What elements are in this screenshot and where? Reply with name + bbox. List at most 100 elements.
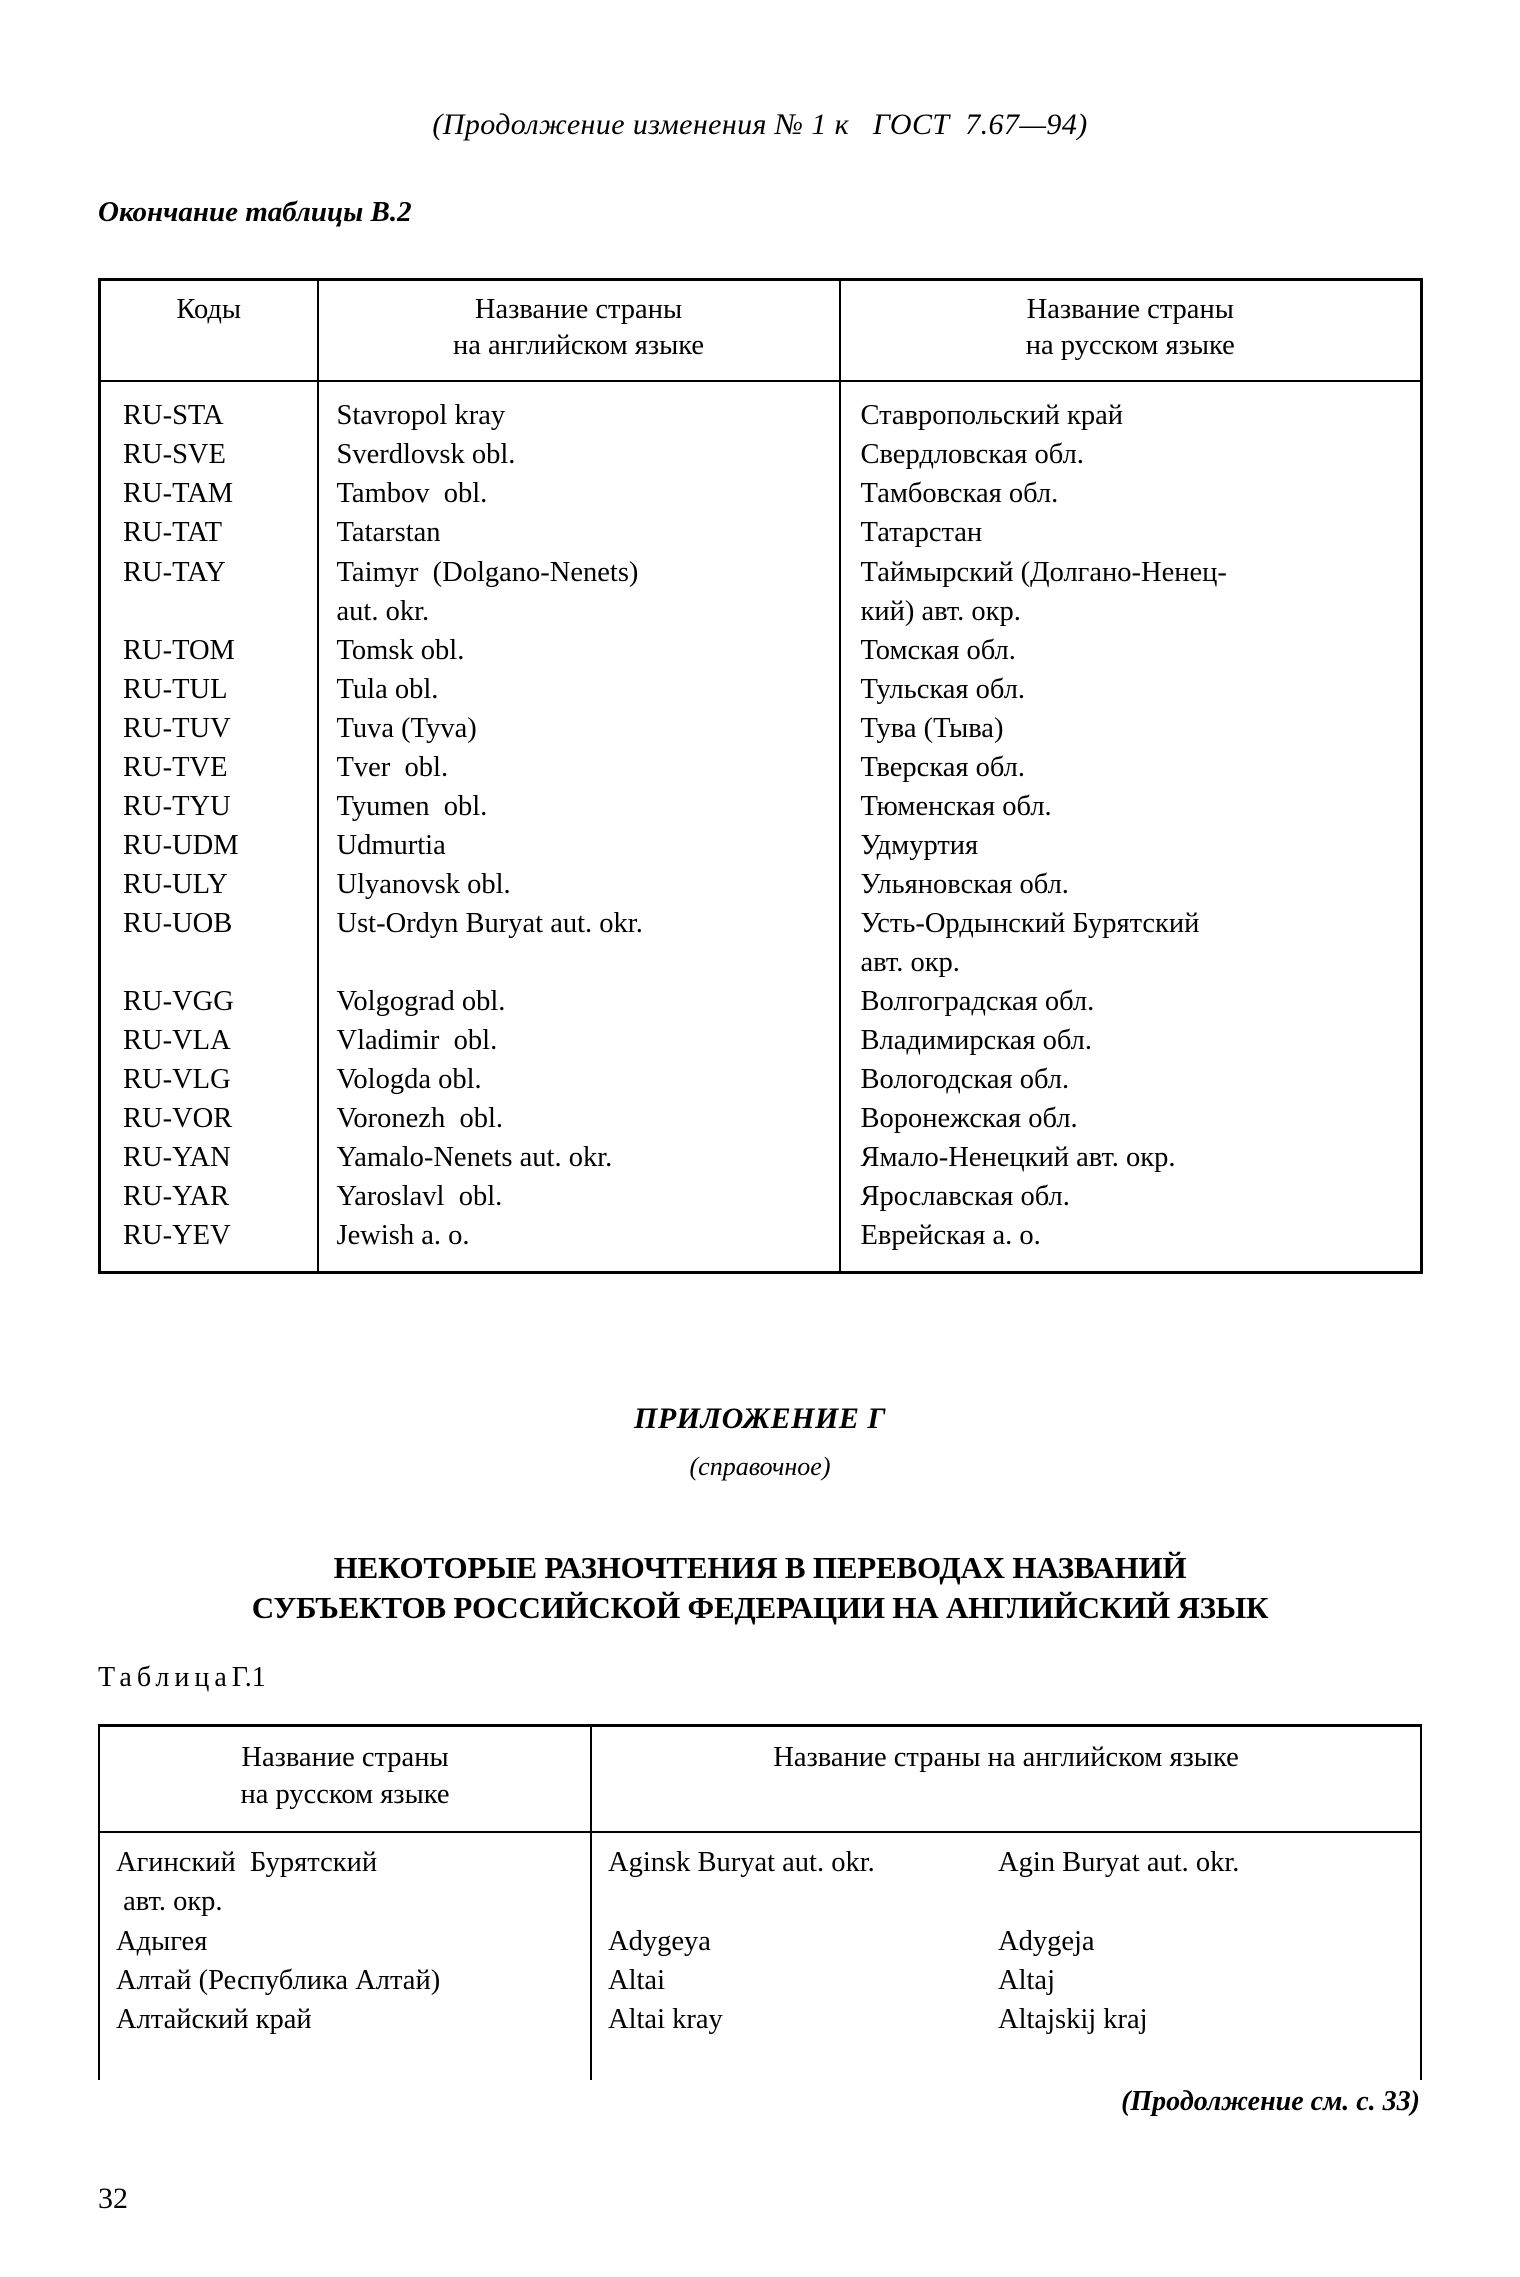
table-row: RU-TVE Tver obl. Тверская обл. — [100, 747, 1422, 787]
table-g1-header-row: Название страны на русском языке Названи… — [99, 1725, 1421, 1834]
russian-name-line: Томская обл. — [860, 634, 1016, 666]
cell-russian-name: Таймырский (Долгано-Ненец-кий) авт. окр. — [838, 552, 1422, 631]
table-spacer-row — [100, 381, 1422, 397]
cell-russian-name: Волгоградская обл. — [838, 981, 1422, 1021]
cell-code: RU-TOM — [100, 631, 318, 670]
table-row: Агинский Бурятский авт. окр. Aginsk Burya… — [99, 1843, 1421, 1922]
table-row: RU-VOR Voronezh obl. Воронежская обл. — [100, 1098, 1422, 1138]
cell-english-name: Yaroslavl obl. — [316, 1177, 840, 1217]
cell-russian-name: Татарстан — [838, 513, 1422, 553]
cell-code: RU-YAN — [100, 1138, 318, 1177]
cell-english-name: Vologda obl. — [316, 1059, 840, 1099]
russian-name-line: Волгоградская обл. — [860, 985, 1095, 1017]
cell-code: RU-TAM — [100, 474, 318, 513]
english-name-line: Voronezh obl. — [336, 1102, 504, 1134]
english-name-line: Jewish a. o. — [336, 1220, 470, 1252]
cell-english-variants: Altai Altaj — [590, 1961, 1421, 2001]
table-row: RU-ULY Ulyanovsk obl. Ульяновская обл. — [100, 864, 1422, 904]
table-g1-header-russian: Название страны на русском языке — [99, 1725, 591, 1834]
cell-code: RU-YEV — [100, 1216, 318, 1255]
cell-russian-name: Тульская обл. — [838, 669, 1422, 709]
table-b2-header-row: Коды Название страны на английском языке… — [99, 279, 1422, 383]
cell-russian-name: Агинский Бурятский авт. окр. — [99, 1843, 591, 1922]
cell-russian-name: Ярославская обл. — [838, 1177, 1422, 1217]
table-g1-body: Агинский Бурятский авт. окр. Aginsk Burya… — [99, 1832, 1421, 2080]
table-b2-header: Коды Название страны на английском языке… — [99, 279, 1422, 383]
russian-name-line: Алтай (Республика Алтай) — [116, 1965, 441, 1997]
table-spacer-cell — [590, 2039, 1421, 2080]
table-row: RU-TUV Tuva (Tyva) Тува (Тыва) — [100, 708, 1422, 748]
english-name-line: Tuva (Tyva) — [336, 712, 477, 744]
continuation-note: (Продолжение см. с. 33) — [1121, 2086, 1420, 2117]
russian-name-line: Владимирская обл. — [860, 1024, 1093, 1056]
cell-english-name: Jewish a. o. — [316, 1216, 840, 1256]
cell-russian-name: Свердловская обл. — [838, 435, 1422, 475]
code-text: RU-TAY — [123, 556, 226, 588]
russian-name-line: авт. окр. — [116, 1886, 223, 1918]
cell-code: RU-VLG — [100, 1060, 318, 1099]
header-english-line2: на английском языке — [452, 330, 705, 362]
cell-code: RU-VOR — [100, 1099, 318, 1138]
page-number: 32 — [98, 2182, 128, 2215]
code-text: RU-TYU — [123, 790, 231, 822]
code-text: RU-YAR — [123, 1181, 230, 1212]
cell-english-name: Volgograd obl. — [316, 981, 840, 1021]
russian-name-line: Вологодская обл. — [860, 1063, 1070, 1095]
english-name-line: Sverdlovsk obl. — [336, 439, 516, 471]
table-row: RU-TOM Tomsk obl. Томская обл. — [100, 630, 1422, 670]
code-text: RU-VLG — [123, 1063, 231, 1095]
english-name-line: aut. okr. — [336, 595, 430, 627]
cell-russian-name: Адыгея — [99, 1922, 591, 1961]
table-b2: Коды Название страны на английском языке… — [98, 278, 1423, 1275]
cell-russian-name: Алтай (Республика Алтай) — [99, 1961, 591, 2000]
table-g1-header: Название страны на русском языке Названи… — [99, 1725, 1421, 1834]
cell-code: RU-YAR — [100, 1177, 318, 1216]
english-variant-1: Aginsk Buryat aut. okr. — [608, 1847, 875, 1879]
code-text: RU-UDM — [123, 829, 239, 861]
table-spacer-cell — [100, 381, 318, 396]
g1-header-russian-line1: Название страны — [241, 1742, 449, 1773]
table-b2-body: RU-STA Stavropol kray Ставропольский край R… — [100, 381, 1422, 1273]
cell-code: RU-TAY. — [100, 553, 318, 631]
code-text: RU-TVE — [123, 751, 228, 783]
section-heading: НЕКОТОРЫЕ РАЗНОЧТЕНИЯ В ПЕРЕВОДАХ НАЗВАН… — [60, 1548, 1460, 1628]
cell-english-name: Tatarstan — [316, 513, 840, 553]
russian-name-line: Ярославская обл. — [860, 1181, 1070, 1212]
cell-russian-name: Владимирская обл. — [838, 1020, 1422, 1060]
cell-code: RU-UOB. — [100, 904, 318, 982]
english-name-line: Tyumen obl. — [336, 790, 488, 822]
table-row: RU-TAT Tatarstan Татарстан — [100, 513, 1422, 553]
cell-russian-name: Тверская обл. — [838, 747, 1422, 787]
english-variant-line: Adygeya Adygeja — [608, 1922, 1414, 1961]
english-name-line: Tambov obl. — [336, 478, 488, 510]
code-text: RU-TUV — [123, 712, 231, 744]
english-name-line: Tula obl. — [336, 673, 439, 705]
cell-russian-name: Ямало-Ненецкий авт. окр. — [838, 1137, 1422, 1177]
english-variant-2: Altaj — [998, 1965, 1055, 1997]
russian-name-line: Ставропольский край — [860, 400, 1124, 432]
cell-english-name: Tambov obl. — [316, 474, 840, 514]
cell-code: RU-UDM — [100, 826, 318, 865]
english-variant-1: Altai — [608, 1965, 665, 1997]
cell-russian-name: Усть-Ордынский Бурятский авт. окр. — [838, 903, 1422, 982]
code-text: RU-VGG — [123, 985, 234, 1017]
header-russian-line2: на русском языке — [1025, 330, 1235, 362]
english-name-line: Yaroslavl obl. — [336, 1181, 503, 1212]
code-text: RU-SVE — [123, 439, 226, 471]
cell-code: RU-ULY — [100, 865, 318, 904]
table-g1-label-text: Таблица — [98, 1662, 232, 1693]
table-row: RU-TAY. Taimyr (Dolgano-Nenets) aut. okr. Т… — [100, 552, 1422, 631]
cell-russian-name: Алтайский край — [99, 2000, 591, 2039]
code-text: RU-TOM — [123, 634, 235, 666]
table-row: RU-UOB.Ust-Ordyn Buryat aut. okr..Усть-О… — [100, 903, 1422, 982]
code-text: RU-TAT — [123, 517, 223, 549]
table-row: RU-TAM Tambov obl. Тамбовская обл. — [100, 474, 1422, 514]
english-name-line: Ust-Ordyn Buryat aut. okr. — [336, 907, 643, 939]
english-name-line: Udmurtia — [336, 829, 446, 861]
cell-english-name: Sverdlovsk obl. — [316, 435, 840, 475]
english-name-line: Tomsk obl. — [336, 634, 465, 666]
code-text: RU-YAN — [123, 1141, 231, 1173]
russian-name-line: Еврейская а. о. — [860, 1220, 1041, 1252]
russian-name-line: Агинский Бурятский — [116, 1847, 378, 1879]
english-name-line: Tver obl. — [336, 751, 449, 783]
